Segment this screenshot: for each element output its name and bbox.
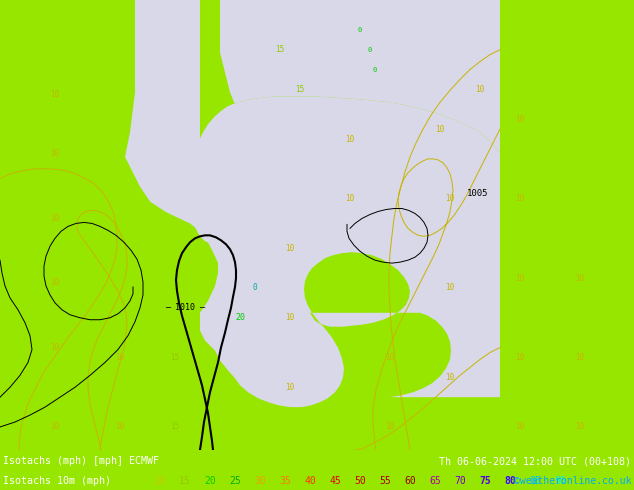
Text: 10: 10: [436, 124, 444, 134]
Polygon shape: [125, 0, 500, 407]
Text: 65: 65: [429, 476, 441, 486]
Text: ©weatheronline.co.uk: ©weatheronline.co.uk: [514, 476, 631, 486]
Text: ─ 1010 ─: ─ 1010 ─: [165, 303, 205, 312]
Text: 10: 10: [385, 353, 394, 362]
Text: 10: 10: [285, 383, 295, 392]
Text: 75: 75: [479, 476, 491, 486]
Text: 25: 25: [229, 476, 241, 486]
Text: 10: 10: [576, 353, 585, 362]
Text: 15: 15: [295, 85, 304, 94]
Text: 40: 40: [304, 476, 316, 486]
Text: 15: 15: [171, 422, 179, 432]
Text: 10: 10: [576, 422, 585, 432]
Text: 1005: 1005: [467, 189, 489, 198]
Text: 10: 10: [50, 278, 60, 288]
Text: 35: 35: [279, 476, 291, 486]
Text: 0: 0: [358, 27, 362, 33]
Text: 15: 15: [179, 476, 191, 486]
Text: 15: 15: [171, 353, 179, 362]
Text: 10: 10: [445, 194, 455, 203]
Polygon shape: [190, 0, 500, 243]
Text: 10: 10: [576, 273, 585, 283]
Text: Isotachs 10m (mph): Isotachs 10m (mph): [3, 476, 111, 486]
Text: 60: 60: [404, 476, 416, 486]
Text: 10: 10: [385, 422, 394, 432]
Text: 10: 10: [50, 90, 60, 99]
Text: 10: 10: [50, 214, 60, 223]
Text: 10: 10: [285, 244, 295, 253]
Text: 10: 10: [115, 422, 125, 432]
Text: 0: 0: [253, 283, 257, 293]
Text: 10: 10: [50, 422, 60, 432]
Text: 10: 10: [515, 273, 524, 283]
Text: Th 06-06-2024 12:00 UTC (00+108): Th 06-06-2024 12:00 UTC (00+108): [439, 456, 631, 466]
Text: 15: 15: [275, 45, 285, 54]
Text: 10: 10: [515, 353, 524, 362]
Text: 80: 80: [504, 476, 516, 486]
Text: 90: 90: [554, 476, 566, 486]
Text: 10: 10: [515, 422, 524, 432]
Text: 10: 10: [445, 283, 455, 293]
Text: 10: 10: [50, 149, 60, 158]
Text: 0: 0: [373, 67, 377, 73]
Text: 20: 20: [235, 313, 245, 322]
Text: 70: 70: [454, 476, 466, 486]
Text: 10: 10: [50, 343, 60, 352]
Text: 10: 10: [154, 476, 166, 486]
Text: 85: 85: [529, 476, 541, 486]
Text: 50: 50: [354, 476, 366, 486]
Text: 10: 10: [515, 115, 524, 123]
Text: Isotachs (mph) [mph] ECMWF: Isotachs (mph) [mph] ECMWF: [3, 456, 159, 466]
Text: 10: 10: [285, 313, 295, 322]
Text: 45: 45: [329, 476, 341, 486]
Text: 30: 30: [254, 476, 266, 486]
Text: 10: 10: [445, 373, 455, 382]
Text: 55: 55: [379, 476, 391, 486]
Text: 10: 10: [476, 85, 484, 94]
Text: 20: 20: [204, 476, 216, 486]
Text: 10: 10: [515, 194, 524, 203]
Text: 10: 10: [346, 194, 354, 203]
Text: 0: 0: [368, 47, 372, 52]
Text: 10: 10: [115, 353, 125, 362]
Text: 10: 10: [346, 135, 354, 144]
